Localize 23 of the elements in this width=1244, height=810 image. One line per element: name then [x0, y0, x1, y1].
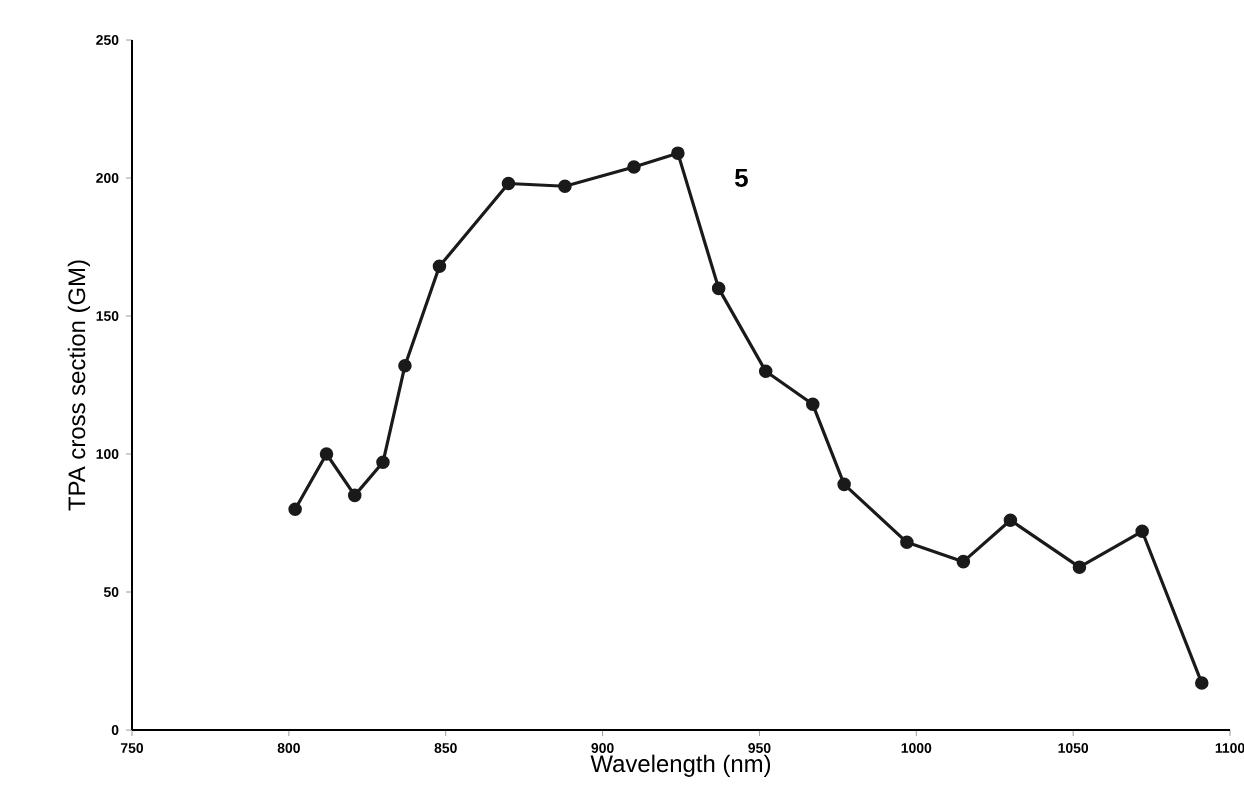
- point: [805, 397, 820, 412]
- point: [1072, 560, 1087, 574]
- point: [627, 160, 641, 174]
- point: [319, 447, 334, 461]
- point: [956, 554, 971, 569]
- point: [1194, 676, 1209, 690]
- point: [900, 535, 914, 550]
- point: [432, 259, 447, 274]
- point: [671, 146, 685, 160]
- point: [288, 502, 302, 516]
- point: [398, 358, 412, 373]
- x-axis-title: Wavelength (nm): [590, 754, 771, 777]
- point: [758, 364, 773, 378]
- annotation: 5: [735, 168, 748, 188]
- y-axis-title: TPA cross section (GM): [67, 260, 90, 511]
- point: [837, 477, 851, 492]
- point: [711, 281, 726, 296]
- point: [558, 179, 572, 194]
- point: [501, 176, 516, 191]
- point: [1003, 513, 1018, 528]
- point: [347, 488, 362, 503]
- point: [1135, 524, 1149, 539]
- point: [376, 455, 390, 470]
